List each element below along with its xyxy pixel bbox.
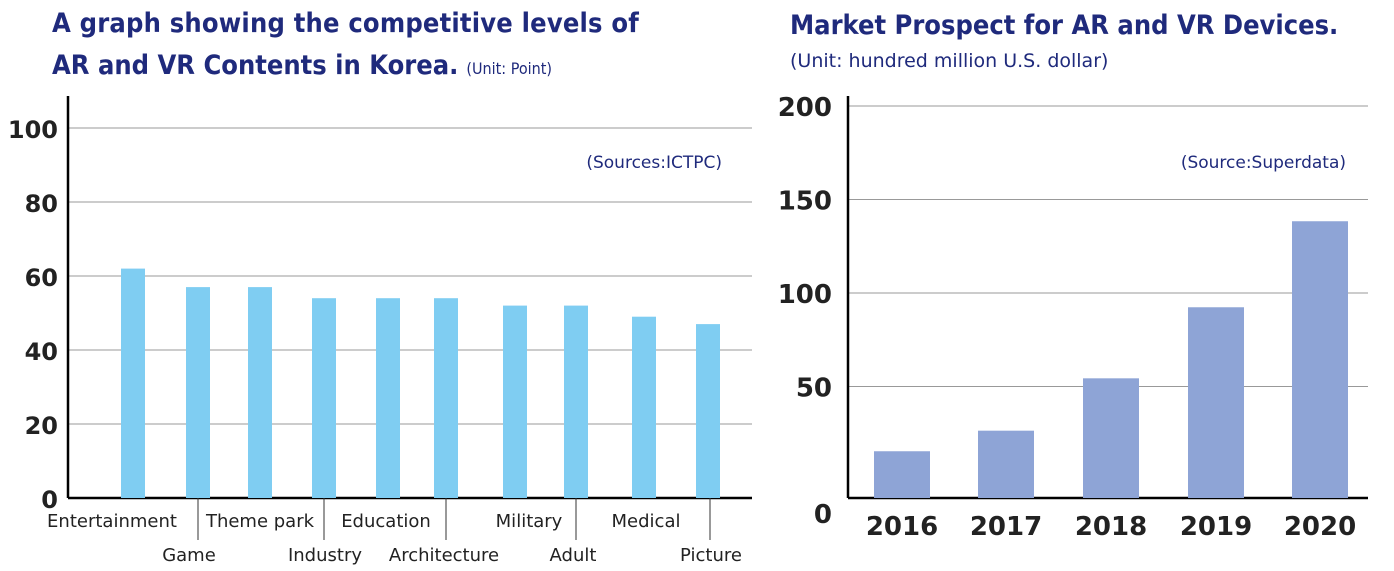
chart2-y-tick-label: 50 bbox=[796, 374, 832, 404]
chart1-y-tick-label: 100 bbox=[8, 116, 58, 144]
chart1-x-tick-label: Theme park bbox=[205, 511, 315, 532]
chart1-bar bbox=[632, 316, 656, 498]
chart2-y-tick-label: 150 bbox=[778, 187, 832, 217]
chart1-y-tick-label: 20 bbox=[25, 412, 58, 440]
chart1-bar bbox=[186, 287, 210, 498]
chart2-x-tick-label: 2020 bbox=[1284, 512, 1356, 542]
chart1-y-tick-label: 40 bbox=[25, 338, 58, 366]
chart2-bar bbox=[978, 430, 1034, 498]
chart2-y-tick-label: 100 bbox=[778, 280, 832, 310]
chart2-x-tick-label: 2018 bbox=[1075, 512, 1147, 542]
chart2-x-tick-label: 2019 bbox=[1180, 512, 1252, 542]
chart1-unit: (Unit: Point) bbox=[466, 59, 552, 78]
chart2-x-tick-label: 2016 bbox=[866, 512, 938, 542]
chart1-y-tick-label: 60 bbox=[25, 264, 58, 292]
chart1-title-line2: AR and VR Contents in Korea. (Unit: Point… bbox=[52, 50, 552, 81]
chart1-x-tick-label: Education bbox=[341, 511, 431, 532]
chart2-unit: (Unit: hundred million U.S. dollar) bbox=[790, 50, 1109, 72]
chart1-x-tick-label: Picture bbox=[680, 545, 742, 566]
chart1-x-tick-label: Industry bbox=[288, 545, 362, 566]
chart1-x-tick-label: Adult bbox=[550, 545, 597, 566]
chart2-y-tick-label: 0 bbox=[814, 500, 832, 530]
chart1-x-tick-label: Architecture bbox=[389, 545, 499, 566]
chart1-bar bbox=[248, 287, 272, 498]
chart1-title-line1: A graph showing the competitive levels o… bbox=[52, 8, 640, 39]
chart2-bar bbox=[874, 451, 930, 498]
chart2-bar bbox=[1188, 307, 1244, 498]
chart1-bar bbox=[376, 298, 400, 498]
chart1-x-tick-label: Military bbox=[496, 511, 563, 532]
chart2-y-tick-label: 200 bbox=[778, 93, 832, 123]
chart2-source: (Source:Superdata) bbox=[1181, 153, 1346, 173]
chart1-bar bbox=[434, 298, 458, 498]
chart1-source: (Sources:ICTPC) bbox=[586, 153, 722, 173]
chart1-bar bbox=[312, 298, 336, 498]
chart2-bar bbox=[1083, 378, 1139, 498]
chart1-bar bbox=[564, 305, 588, 498]
chart1-bar bbox=[121, 268, 145, 498]
chart1-x-tick-label: Entertainment bbox=[47, 511, 177, 532]
chart1-y-tick-label: 0 bbox=[41, 486, 58, 514]
chart1-bar bbox=[696, 324, 720, 498]
chart1-x-tick-label: Medical bbox=[612, 511, 681, 532]
chart1-x-tick-label: Game bbox=[162, 545, 216, 566]
chart2-x-tick-label: 2017 bbox=[970, 512, 1042, 542]
chart2-title: Market Prospect for AR and VR Devices. bbox=[790, 10, 1339, 41]
chart1-title-text: AR and VR Contents in Korea. bbox=[52, 50, 459, 81]
chart1-y-tick-label: 80 bbox=[25, 190, 58, 218]
chart2-bar bbox=[1292, 221, 1348, 499]
chart1-bar bbox=[503, 305, 527, 498]
